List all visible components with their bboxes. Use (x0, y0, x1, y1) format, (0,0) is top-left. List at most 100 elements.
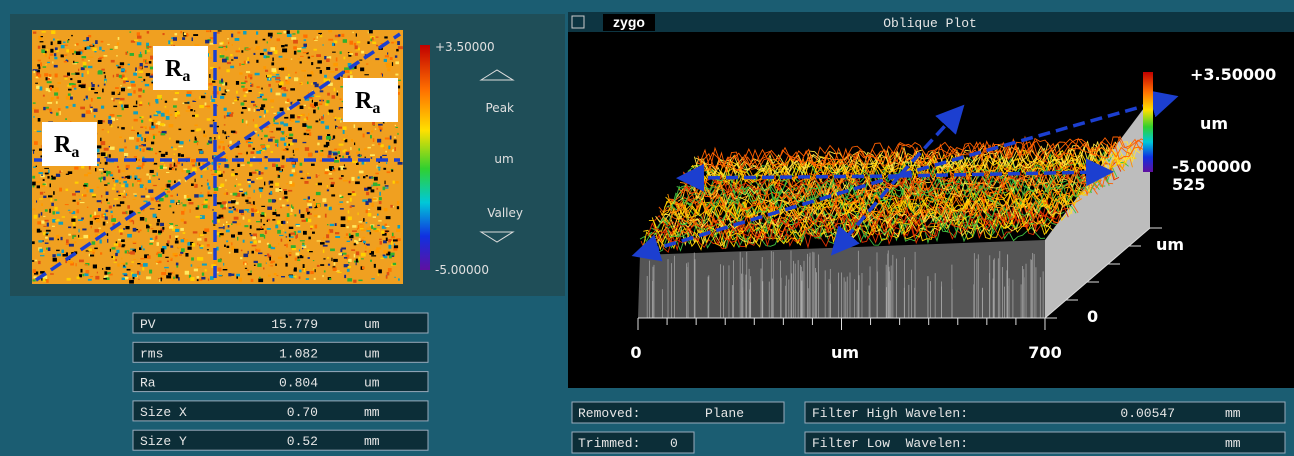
texture-dot (72, 193, 76, 195)
texture-dot (245, 76, 246, 79)
texture-dot (372, 198, 377, 200)
texture-dot (254, 53, 256, 55)
texture-dot (251, 151, 255, 154)
texture-dot (315, 269, 316, 272)
texture-dot (51, 112, 53, 114)
texture-dot (43, 232, 46, 235)
texture-dot (312, 98, 313, 100)
texture-dot (234, 208, 237, 210)
texture-dot (354, 143, 355, 146)
texture-dot (48, 170, 49, 174)
texture-dot (114, 46, 117, 49)
texture-dot (101, 106, 104, 109)
texture-dot (45, 173, 49, 175)
texture-dot (207, 107, 210, 109)
texture-dot (289, 213, 292, 214)
texture-dot (378, 269, 382, 273)
texture-dot (242, 194, 245, 197)
texture-dot (194, 110, 195, 111)
texture-dot (391, 170, 393, 172)
texture-dot (149, 175, 150, 179)
texture-dot (139, 272, 140, 275)
texture-dot (256, 151, 261, 154)
texture-dot (370, 135, 372, 138)
texture-dot (287, 213, 290, 217)
texture-dot (231, 242, 232, 245)
texture-dot (33, 70, 35, 73)
filter-high-label: Filter High Wavelen: (812, 406, 968, 421)
texture-dot (104, 184, 107, 186)
texture-dot (353, 280, 356, 283)
texture-dot (251, 47, 252, 48)
texture-dot (40, 62, 42, 66)
texture-dot (303, 264, 305, 268)
texture-dot (269, 181, 270, 185)
texture-dot (174, 181, 176, 183)
texture-dot (127, 234, 132, 238)
texture-dot (140, 184, 143, 188)
texture-dot (46, 109, 51, 110)
texture-dot (69, 244, 74, 247)
texture-dot (119, 137, 122, 139)
texture-dot (229, 211, 234, 214)
texture-dot (101, 172, 102, 174)
texture-dot (234, 249, 238, 253)
texture-dot (181, 202, 182, 203)
texture-dot (81, 218, 84, 220)
texture-dot (285, 232, 287, 234)
texture-dot (371, 189, 375, 192)
texture-dot (49, 209, 51, 213)
texture-dot (395, 147, 396, 151)
texture-dot (120, 62, 124, 65)
texture-dot (298, 231, 301, 233)
texture-dot (226, 69, 229, 72)
texture-dot (321, 99, 323, 103)
texture-dot (310, 271, 314, 274)
texture-dot (306, 271, 309, 274)
texture-dot (244, 209, 249, 211)
texture-dot (284, 191, 287, 195)
texture-dot (349, 233, 351, 236)
texture-dot (248, 142, 253, 143)
texture-dot (128, 279, 131, 281)
texture-dot (61, 45, 65, 48)
texture-dot (88, 279, 92, 281)
texture-dot (63, 254, 68, 257)
texture-dot (46, 279, 49, 283)
texture-dot (49, 237, 54, 240)
texture-dot (99, 57, 103, 59)
texture-dot (316, 174, 318, 178)
texture-dot (245, 268, 247, 269)
texture-dot (269, 257, 271, 261)
texture-dot (227, 242, 231, 243)
texture-dot (295, 258, 298, 261)
texture-dot (221, 217, 224, 218)
texture-dot (141, 246, 142, 249)
colorbar-min: -5.00000 (435, 263, 489, 277)
texture-dot (139, 104, 142, 106)
texture-dot (224, 131, 226, 134)
filter-low-unit: mm (1225, 436, 1241, 451)
texture-dot (107, 183, 109, 185)
texture-dot (367, 187, 371, 190)
texture-dot (378, 169, 380, 171)
texture-dot (91, 98, 93, 102)
texture-dot (190, 277, 194, 281)
texture-dot (300, 163, 303, 166)
result-unit: mm (364, 405, 380, 420)
texture-dot (385, 138, 390, 140)
texture-dot (314, 102, 318, 106)
texture-dot (57, 219, 60, 222)
texture-dot (320, 35, 323, 37)
texture-dot (289, 77, 291, 79)
texture-dot (372, 122, 375, 126)
texture-dot (287, 34, 292, 37)
texture-dot (199, 105, 204, 108)
texture-dot (309, 132, 311, 136)
texture-dot (327, 224, 328, 225)
texture-dot (138, 212, 141, 214)
texture-dot (118, 244, 121, 248)
texture-dot (340, 208, 344, 210)
texture-dot (96, 219, 101, 223)
texture-dot (344, 57, 346, 60)
